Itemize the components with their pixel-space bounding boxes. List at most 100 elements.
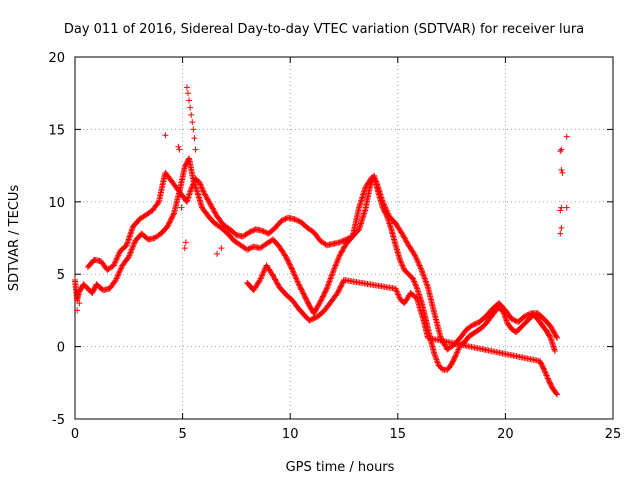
data-point xyxy=(181,245,188,252)
data-point xyxy=(453,350,460,357)
data-point xyxy=(246,229,253,236)
data-point xyxy=(338,248,345,255)
data-point xyxy=(272,276,279,283)
data-point xyxy=(165,222,172,229)
data-point xyxy=(337,251,344,258)
data-point xyxy=(289,266,296,273)
data-point xyxy=(201,191,208,198)
data-point xyxy=(169,212,176,219)
data-point xyxy=(421,275,428,282)
data-point xyxy=(112,258,119,265)
data-point xyxy=(325,279,332,286)
data-point xyxy=(317,297,324,304)
x-tick-label: 5 xyxy=(178,427,186,442)
data-point xyxy=(409,275,416,282)
data-point xyxy=(558,166,565,173)
data-point xyxy=(114,272,121,279)
data-point xyxy=(269,272,276,279)
data-point xyxy=(434,358,441,365)
data-point xyxy=(549,327,556,334)
data-point xyxy=(201,190,208,197)
data-point xyxy=(420,272,427,279)
data-point xyxy=(347,234,354,241)
data-point xyxy=(300,291,307,298)
data-point xyxy=(278,217,285,224)
data-point xyxy=(412,282,419,289)
data-point xyxy=(165,220,172,227)
data-point xyxy=(401,235,408,242)
data-point xyxy=(552,332,559,339)
data-point xyxy=(184,90,191,97)
data-point xyxy=(337,283,344,290)
data-point xyxy=(334,258,341,265)
data-point xyxy=(412,252,419,259)
data-point xyxy=(282,253,289,260)
data-point xyxy=(511,317,518,324)
data-point xyxy=(178,204,185,211)
data-point xyxy=(259,227,266,234)
data-point xyxy=(312,307,319,314)
data-point xyxy=(261,266,268,273)
data-point xyxy=(400,263,407,270)
data-point xyxy=(189,119,196,126)
plot-frame xyxy=(74,56,614,420)
data-point xyxy=(288,265,295,272)
data-point xyxy=(432,355,439,362)
data-point xyxy=(292,274,299,281)
data-point xyxy=(328,274,335,281)
data-point xyxy=(315,302,322,309)
data-point xyxy=(335,255,342,262)
data-point xyxy=(415,261,422,268)
data-point xyxy=(76,300,83,307)
data-points xyxy=(72,84,570,398)
data-point xyxy=(259,272,266,279)
y-tick-label: 5 xyxy=(57,268,65,283)
data-point xyxy=(301,293,308,300)
data-point xyxy=(551,347,558,354)
data-point xyxy=(551,331,558,338)
data-point xyxy=(126,250,133,257)
data-point xyxy=(340,237,347,244)
data-point xyxy=(285,259,292,266)
data-point xyxy=(339,247,346,254)
data-point xyxy=(292,216,299,223)
data-point xyxy=(470,321,477,328)
data-point xyxy=(170,211,177,218)
data-point xyxy=(274,280,281,287)
data-point xyxy=(413,284,420,291)
data-point xyxy=(410,276,417,283)
data-point xyxy=(167,218,174,225)
data-point xyxy=(335,287,342,294)
data-point xyxy=(205,197,212,204)
data-point xyxy=(112,259,119,266)
data-point xyxy=(399,230,406,237)
data-point xyxy=(319,293,326,300)
data-point xyxy=(399,231,406,238)
data-point xyxy=(284,257,291,264)
data-point xyxy=(554,391,561,398)
data-point xyxy=(333,259,340,266)
data-point xyxy=(398,259,405,266)
data-point xyxy=(418,266,425,273)
data-point xyxy=(244,246,251,253)
data-point xyxy=(413,256,420,263)
data-point xyxy=(502,316,509,323)
data-point xyxy=(214,250,221,257)
data-point xyxy=(117,266,124,273)
data-point xyxy=(207,201,214,208)
data-point xyxy=(334,256,341,263)
data-point xyxy=(333,261,340,268)
data-point xyxy=(335,288,342,295)
data-point xyxy=(412,281,419,288)
data-point xyxy=(282,252,289,259)
data-point xyxy=(295,279,302,286)
data-point xyxy=(501,313,508,320)
data-point xyxy=(524,312,531,319)
data-point xyxy=(196,179,203,186)
data-point xyxy=(115,250,122,257)
data-point xyxy=(338,282,345,289)
y-axis-label: SDTVAR / TECUs xyxy=(7,185,22,292)
data-point xyxy=(114,253,121,260)
data-point xyxy=(190,181,197,188)
